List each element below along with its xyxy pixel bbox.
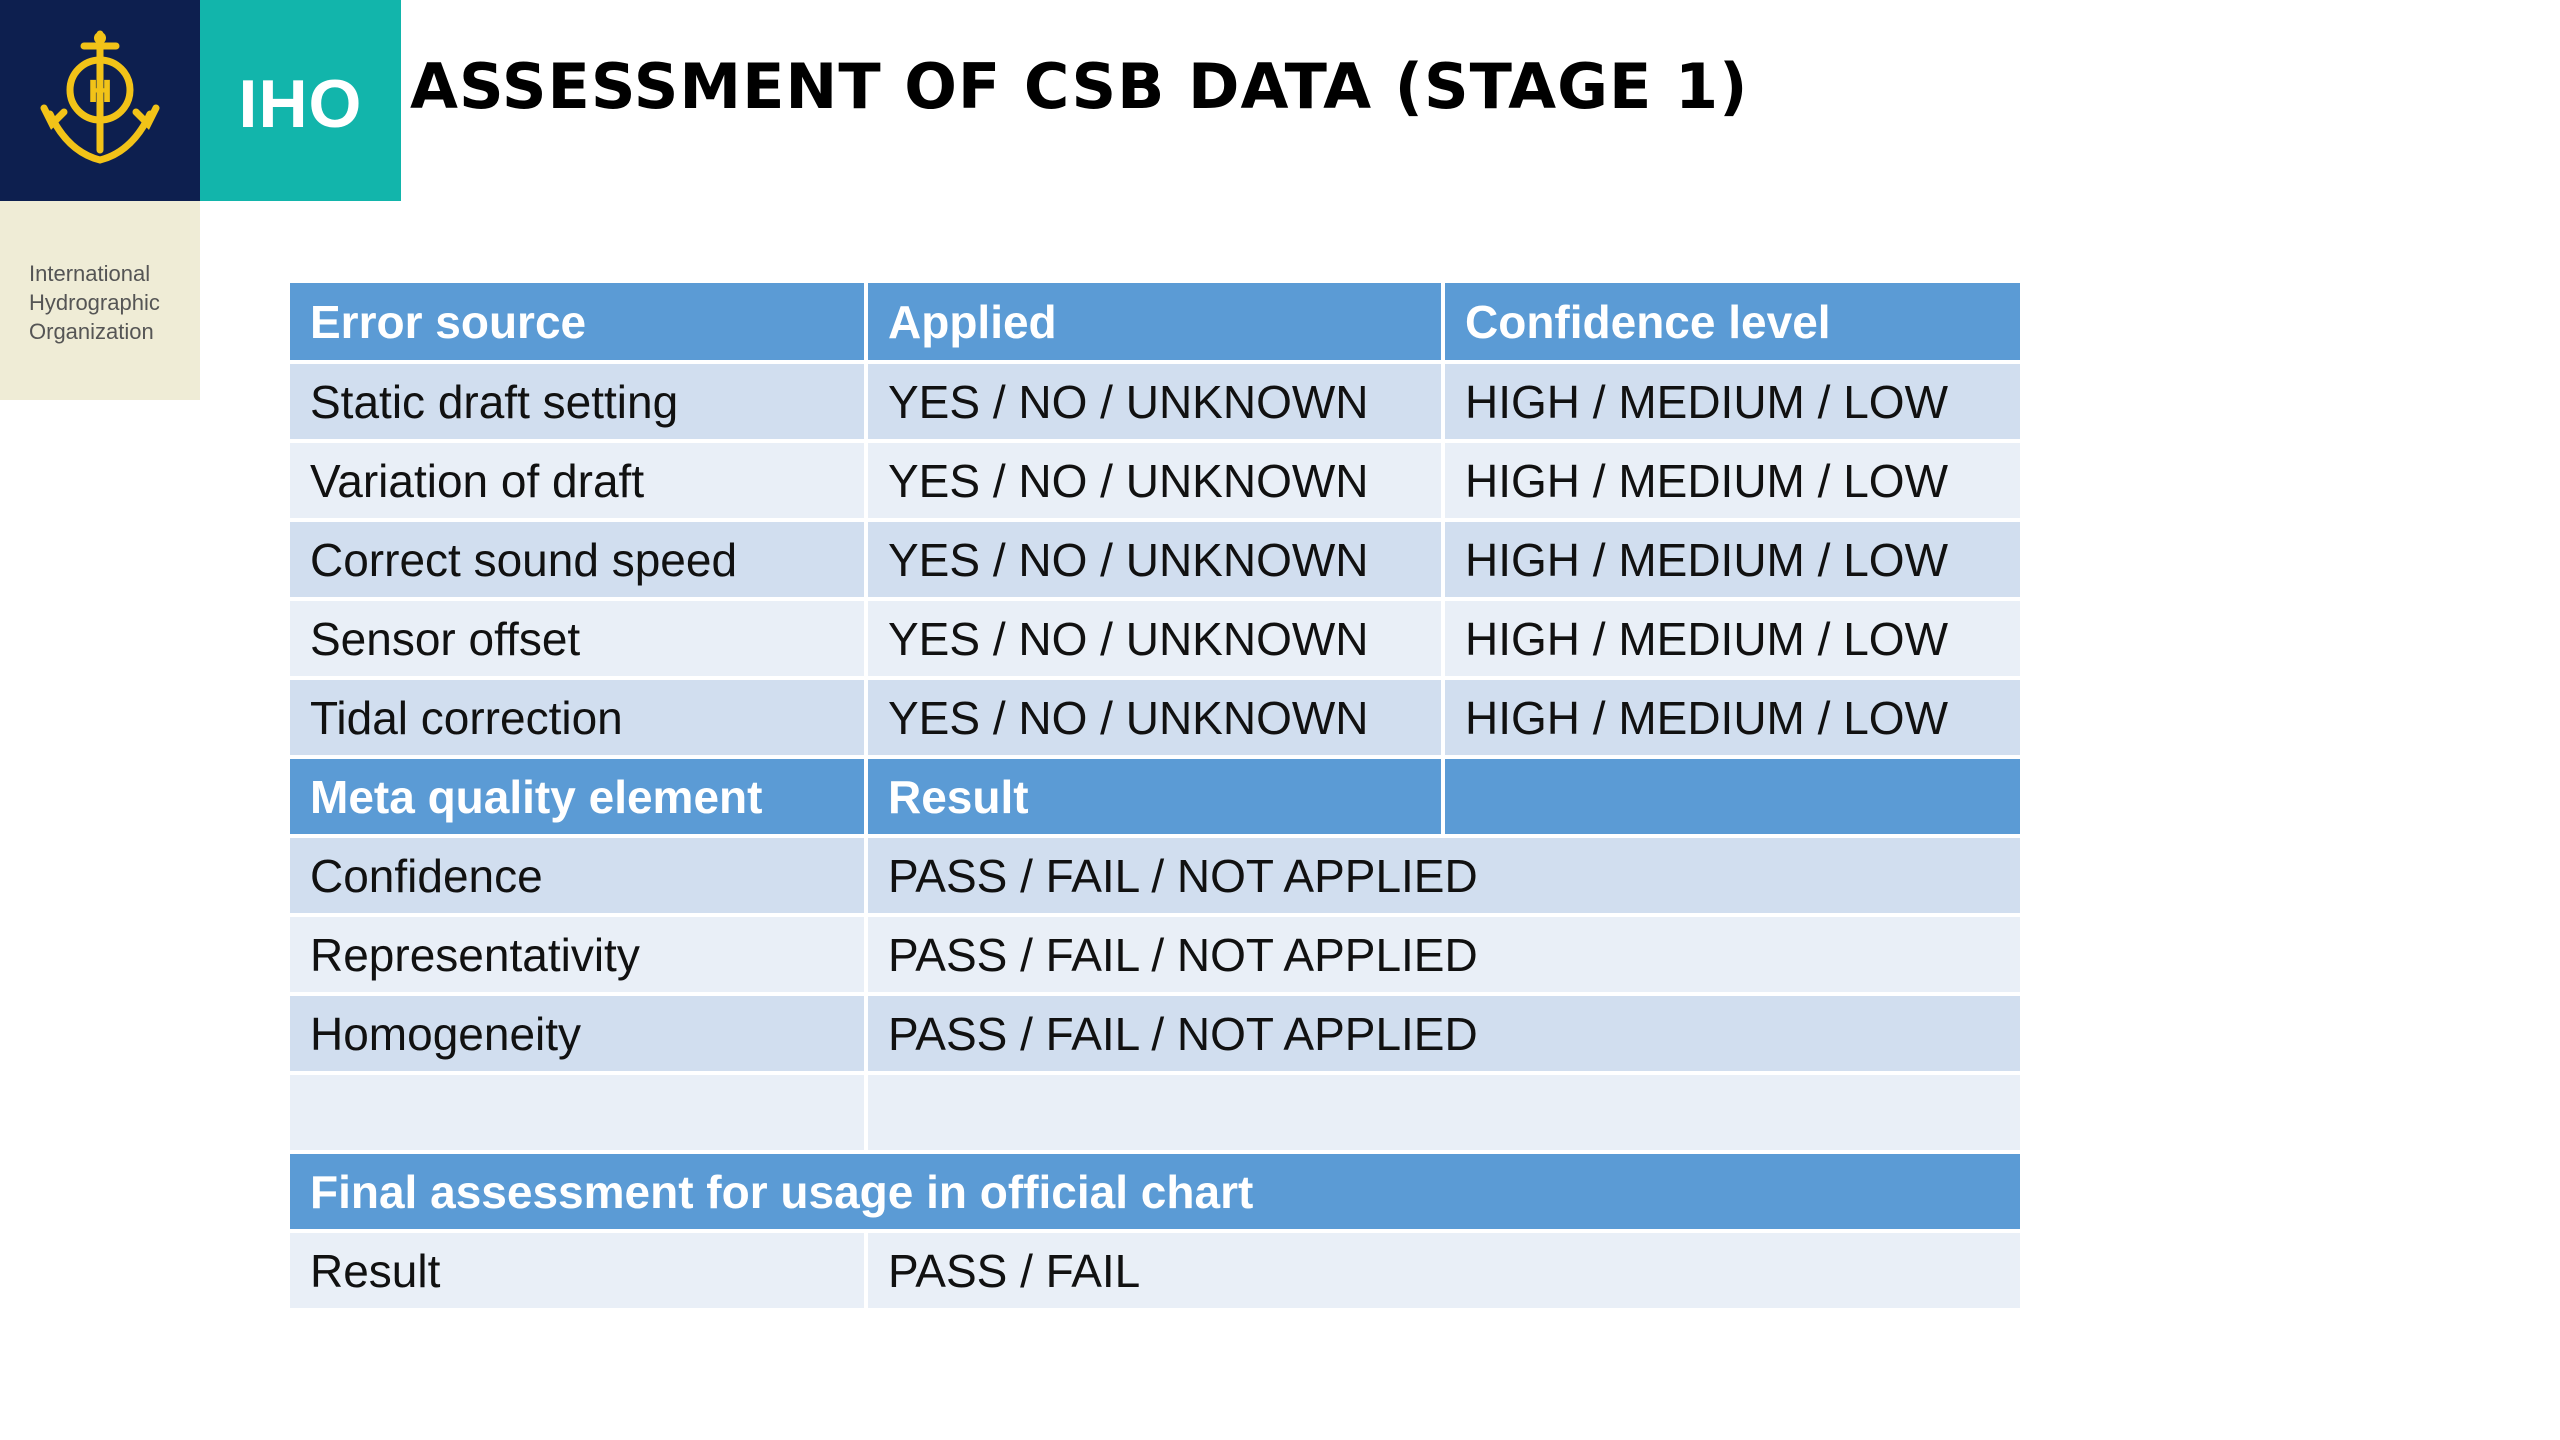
table-cell: HIGH / MEDIUM / LOW: [1443, 362, 2020, 443]
table-row: Variation of draft YES / NO / UNKNOWN HI…: [290, 441, 2020, 522]
header-cell: [1443, 757, 2020, 838]
table-cell: Static draft setting: [290, 362, 868, 443]
table-row: Correct sound speed YES / NO / UNKNOWN H…: [290, 520, 2020, 601]
table-header-row: Error source Applied Confidence level: [290, 283, 2020, 364]
header-cell: Error source: [290, 283, 868, 364]
table-cell: YES / NO / UNKNOWN: [866, 678, 1445, 759]
org-name-tile: International Hydrographic Organization: [0, 201, 200, 400]
anchor-icon: H: [40, 30, 160, 164]
table-header-row: Final assessment for usage in official c…: [290, 1152, 2020, 1233]
table-cell: Result: [290, 1231, 868, 1312]
header-cell: Applied: [866, 283, 1445, 364]
org-name: International Hydrographic Organization: [29, 259, 160, 346]
table-cell: Representativity: [290, 915, 868, 996]
table-cell: HIGH / MEDIUM / LOW: [1443, 441, 2020, 522]
table-cell-empty: [866, 1073, 2020, 1154]
table-cell: PASS / FAIL / NOT APPLIED: [866, 915, 2020, 996]
table-row: Tidal correction YES / NO / UNKNOWN HIGH…: [290, 678, 2020, 759]
table-row: Sensor offset YES / NO / UNKNOWN HIGH / …: [290, 599, 2020, 680]
table-cell: HIGH / MEDIUM / LOW: [1443, 599, 2020, 680]
table-cell: PASS / FAIL: [866, 1231, 2020, 1312]
table-cell: YES / NO / UNKNOWN: [866, 441, 1445, 522]
table-cell-empty: [290, 1073, 868, 1154]
table-cell: PASS / FAIL / NOT APPLIED: [866, 994, 2020, 1075]
table-row: Result PASS / FAIL: [290, 1231, 2020, 1312]
table-cell: Confidence: [290, 836, 868, 917]
iho-acronym: IHO: [238, 65, 363, 142]
assessment-table: Error source Applied Confidence level St…: [290, 283, 2020, 1312]
table-cell: YES / NO / UNKNOWN: [866, 599, 1445, 680]
table-row-empty: [290, 1073, 2020, 1154]
table-cell: Homogeneity: [290, 994, 868, 1075]
table-cell: Tidal correction: [290, 678, 868, 759]
org-name-line: Organization: [29, 319, 154, 344]
table-cell: YES / NO / UNKNOWN: [866, 520, 1445, 601]
table-cell: Correct sound speed: [290, 520, 868, 601]
table-row: Representativity PASS / FAIL / NOT APPLI…: [290, 915, 2020, 996]
slide-title: ASSESSMENT OF CSB DATA (STAGE 1): [410, 50, 1749, 123]
table-cell: Sensor offset: [290, 599, 868, 680]
table-cell: Variation of draft: [290, 441, 868, 522]
svg-text:H: H: [87, 75, 112, 110]
header-cell: Meta quality element: [290, 757, 868, 838]
org-name-line: Hydrographic: [29, 290, 160, 315]
table-row: Homogeneity PASS / FAIL / NOT APPLIED: [290, 994, 2020, 1075]
table-cell: HIGH / MEDIUM / LOW: [1443, 678, 2020, 759]
table-cell: PASS / FAIL / NOT APPLIED: [866, 836, 2020, 917]
iho-emblem: H: [0, 0, 200, 201]
org-name-line: International: [29, 261, 151, 286]
header-cell: Result: [866, 757, 1445, 838]
table-header-row: Meta quality element Result: [290, 757, 2020, 838]
header-cell: Final assessment for usage in official c…: [290, 1152, 2020, 1233]
table-row: Static draft setting YES / NO / UNKNOWN …: [290, 362, 2020, 443]
table-cell: HIGH / MEDIUM / LOW: [1443, 520, 2020, 601]
table-cell: YES / NO / UNKNOWN: [866, 362, 1445, 443]
table-row: Confidence PASS / FAIL / NOT APPLIED: [290, 836, 2020, 917]
header-cell: Confidence level: [1443, 283, 2020, 364]
iho-logo-tile: IHO: [200, 0, 401, 201]
